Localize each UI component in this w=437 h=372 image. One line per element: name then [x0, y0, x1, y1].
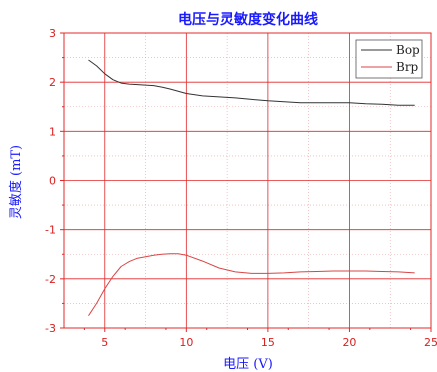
x-tick-label: 5 [101, 336, 108, 349]
y-tick-label: -2 [45, 273, 56, 286]
y-tick-label: -1 [45, 224, 56, 237]
series-line-brp [88, 253, 415, 316]
x-tick-label: 20 [342, 336, 356, 349]
axis-ticks: -3 -2 -1 0 1 2 3 5 10 15 20 25 [45, 27, 437, 349]
y-tick-label: 1 [49, 125, 56, 138]
x-axis-label: 电压 (V) [223, 357, 273, 372]
x-tick-label: 15 [261, 336, 275, 349]
x-tick-label: 10 [179, 336, 193, 349]
legend: Bop Brp [355, 39, 423, 79]
series-line-bop [88, 59, 415, 106]
legend-box [355, 39, 423, 79]
legend-label-brp: Brp [396, 60, 419, 74]
y-axis-label: 灵敏度 (mT) [8, 145, 24, 219]
legend-label-bop: Bop [396, 43, 420, 57]
x-tick-label: 25 [424, 336, 437, 349]
y-tick-label: 0 [49, 175, 56, 188]
y-tick-label: -3 [45, 322, 56, 335]
y-tick-label: 3 [49, 27, 56, 40]
chart-title: 电压与灵敏度变化曲线 [178, 11, 318, 28]
y-tick-label: 2 [49, 76, 56, 89]
plot-lines [88, 59, 415, 316]
